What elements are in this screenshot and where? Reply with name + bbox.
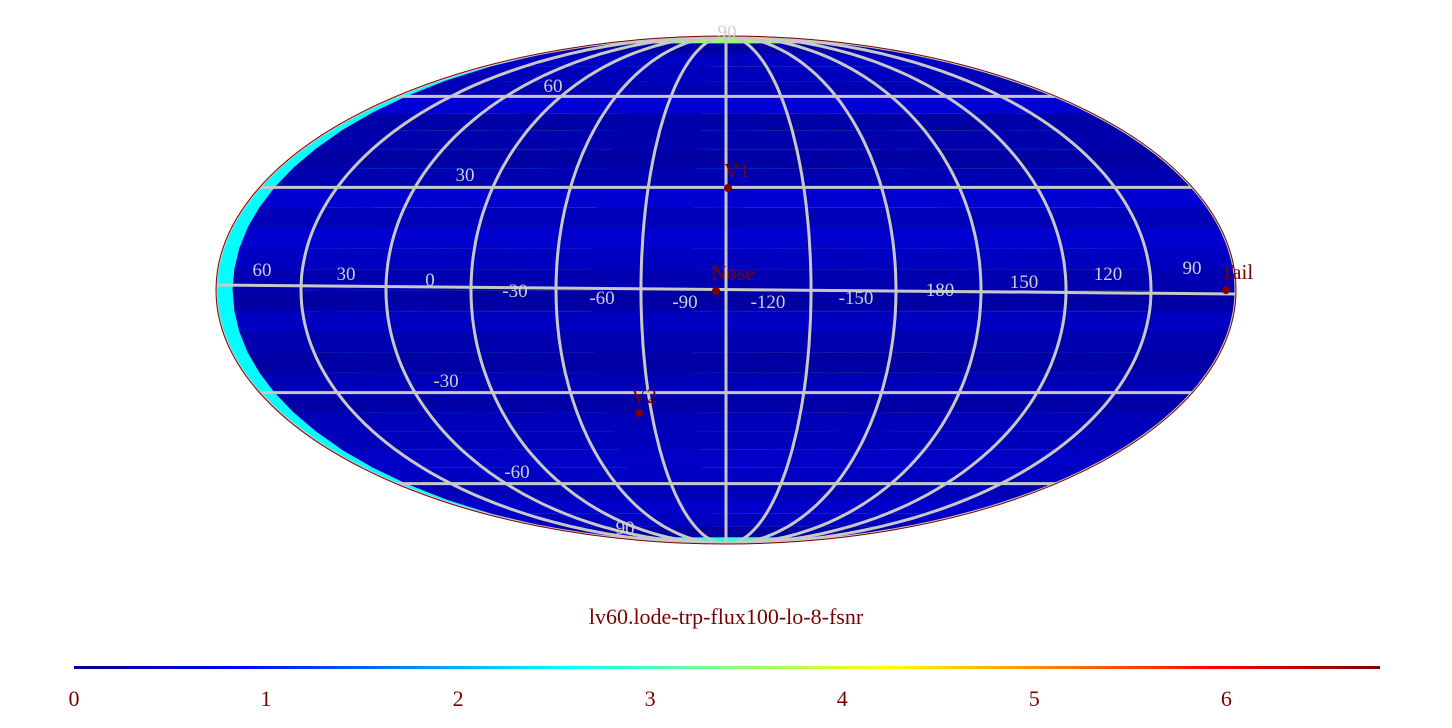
longitude-label: -30 <box>502 281 527 302</box>
longitude-label: -60 <box>589 288 614 309</box>
marker-label-tail: Tail <box>1221 260 1254 284</box>
marker-label-v2: V2 <box>631 384 657 408</box>
latitude-label: 30 <box>456 165 475 186</box>
longitude-label: 60 <box>253 260 272 281</box>
marker-dot-v2 <box>635 409 643 417</box>
colorbar-tick: 0 <box>68 686 80 711</box>
colorbar-tick-labels: 0 1 2 3 4 5 6 <box>0 686 1452 716</box>
colorbar-tick: 5 <box>1028 686 1040 711</box>
marker-dot-tail <box>1222 286 1230 294</box>
map-outline <box>215 35 1237 545</box>
coordinate-grid <box>216 36 1236 544</box>
marker-label-v1: V1 <box>724 159 750 183</box>
longitude-label: -120 <box>751 292 786 313</box>
longitude-label: 30 <box>337 264 356 285</box>
marker-dot-v1 <box>724 184 732 192</box>
longitude-label: -150 <box>839 288 874 309</box>
longitude-label: -90 <box>672 292 697 313</box>
longitude-label: 0 <box>425 270 435 291</box>
colorbar <box>74 666 1380 669</box>
markers: V1 Nose V2 Tail <box>631 159 1253 417</box>
latitude-label: -30 <box>433 371 458 392</box>
longitude-label: 180 <box>926 280 955 301</box>
marker-label-nose: Nose <box>711 261 754 285</box>
colorbar-tick: 6 <box>1220 686 1232 711</box>
latitude-label: -60 <box>504 462 529 483</box>
parallel-line <box>216 283 1236 296</box>
colorbar-tick: 3 <box>644 686 656 711</box>
marker-dot-nose <box>712 287 720 295</box>
latitude-label: 60 <box>544 76 563 97</box>
longitude-label: 90 <box>1183 258 1202 279</box>
map-title: lv60.lode-trp-flux100-lo-8-fsnr <box>588 604 864 629</box>
colorbar-tick: 4 <box>836 686 848 711</box>
colorbar-tick: 2 <box>452 686 464 711</box>
longitude-label: 120 <box>1094 264 1123 285</box>
colorbar-tick: 1 <box>260 686 272 711</box>
sky-map: 60 30 0 -30 -60 -90 -120 -150 180 150 120 90 90 60 30 -… <box>215 22 1253 545</box>
longitude-label: 150 <box>1010 272 1039 293</box>
grid-labels: 60 30 0 -30 -60 -90 -120 -150 180 150 120 90 90 60 30 -… <box>253 22 1202 539</box>
latitude-label: 90 <box>718 22 737 43</box>
latitude-label: -90 <box>609 518 634 539</box>
